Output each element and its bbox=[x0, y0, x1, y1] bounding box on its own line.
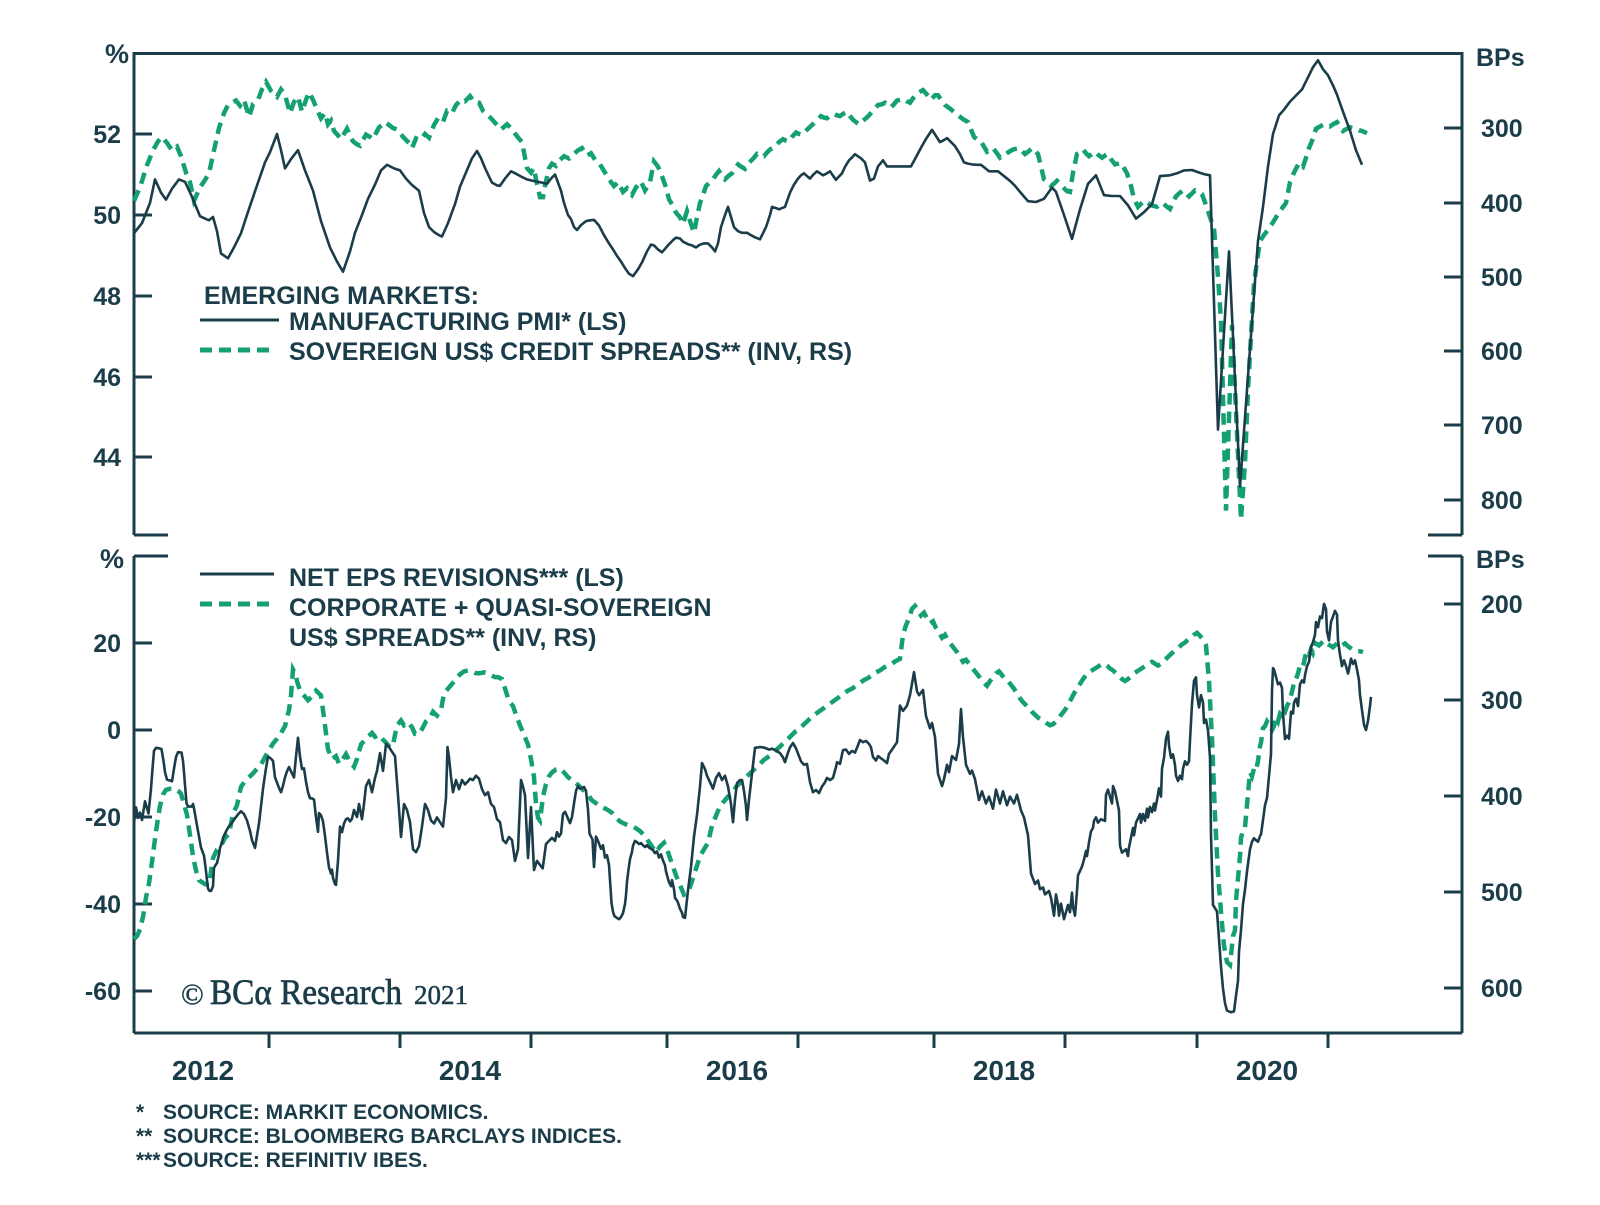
svg-text:800: 800 bbox=[1481, 487, 1523, 515]
svg-text:US$ SPREADS** (INV, RS): US$ SPREADS** (INV, RS) bbox=[289, 624, 597, 652]
svg-text:%: % bbox=[100, 544, 124, 574]
svg-text:300: 300 bbox=[1481, 687, 1523, 715]
svg-text:EMERGING MARKETS:: EMERGING MARKETS: bbox=[204, 282, 479, 310]
svg-text:600: 600 bbox=[1481, 338, 1523, 366]
svg-text:SOURCE: MARKIT ECONOMICS.: SOURCE: MARKIT ECONOMICS. bbox=[163, 1101, 489, 1124]
svg-text:46: 46 bbox=[93, 364, 121, 392]
svg-text:-20: -20 bbox=[85, 804, 121, 832]
svg-text:BCα Research: BCα Research bbox=[210, 972, 402, 1012]
svg-text:400: 400 bbox=[1481, 783, 1523, 811]
svg-text:500: 500 bbox=[1481, 264, 1523, 292]
svg-text:NET EPS REVISIONS*** (LS): NET EPS REVISIONS*** (LS) bbox=[289, 564, 624, 592]
svg-text:600: 600 bbox=[1481, 975, 1523, 1003]
svg-text:MANUFACTURING PMI* (LS): MANUFACTURING PMI* (LS) bbox=[289, 308, 626, 336]
svg-text:**: ** bbox=[136, 1125, 153, 1148]
svg-text:50: 50 bbox=[93, 202, 121, 230]
svg-text:BPs: BPs bbox=[1476, 546, 1525, 574]
svg-text:300: 300 bbox=[1481, 115, 1523, 143]
svg-text:*: * bbox=[136, 1101, 145, 1124]
svg-text:52: 52 bbox=[93, 121, 121, 149]
svg-text:-40: -40 bbox=[85, 891, 121, 919]
svg-text:BPs: BPs bbox=[1476, 44, 1525, 72]
svg-text:44: 44 bbox=[93, 444, 121, 472]
svg-text:SOURCE: BLOOMBERG BARCLAYS IND: SOURCE: BLOOMBERG BARCLAYS INDICES. bbox=[163, 1125, 622, 1148]
svg-text:2021: 2021 bbox=[414, 980, 468, 1010]
svg-text:2020: 2020 bbox=[1236, 1055, 1298, 1086]
svg-text:2012: 2012 bbox=[172, 1055, 234, 1086]
svg-text:©: © bbox=[181, 978, 204, 1011]
svg-text:***: *** bbox=[136, 1149, 161, 1172]
svg-text:400: 400 bbox=[1481, 190, 1523, 218]
svg-text:%: % bbox=[105, 39, 129, 69]
svg-text:20: 20 bbox=[93, 630, 121, 658]
svg-text:-60: -60 bbox=[85, 978, 121, 1006]
svg-text:500: 500 bbox=[1481, 879, 1523, 907]
svg-text:SOVEREIGN US$ CREDIT SPREADS**: SOVEREIGN US$ CREDIT SPREADS** (INV, RS) bbox=[289, 338, 852, 366]
svg-text:SOURCE: REFINITIV IBES.: SOURCE: REFINITIV IBES. bbox=[163, 1149, 428, 1172]
svg-text:700: 700 bbox=[1481, 412, 1523, 440]
svg-text:CORPORATE + QUASI-SOVEREIGN: CORPORATE + QUASI-SOVEREIGN bbox=[289, 594, 712, 622]
svg-text:2016: 2016 bbox=[706, 1055, 768, 1086]
svg-text:200: 200 bbox=[1481, 591, 1523, 619]
svg-text:2018: 2018 bbox=[973, 1055, 1035, 1086]
svg-text:0: 0 bbox=[107, 717, 121, 745]
svg-text:2014: 2014 bbox=[439, 1055, 502, 1086]
svg-text:48: 48 bbox=[93, 283, 121, 311]
